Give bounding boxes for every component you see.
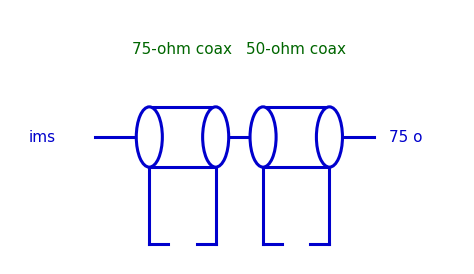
Bar: [263, 107, 329, 167]
Text: 75-ohm coax: 75-ohm coax: [133, 42, 232, 57]
Ellipse shape: [250, 107, 276, 167]
Ellipse shape: [137, 107, 162, 167]
Ellipse shape: [316, 107, 342, 167]
Text: ims: ims: [29, 130, 56, 144]
Text: 50-ohm coax: 50-ohm coax: [246, 42, 346, 57]
Ellipse shape: [203, 107, 228, 167]
Bar: [149, 107, 216, 167]
Text: 75 o: 75 o: [389, 130, 422, 144]
